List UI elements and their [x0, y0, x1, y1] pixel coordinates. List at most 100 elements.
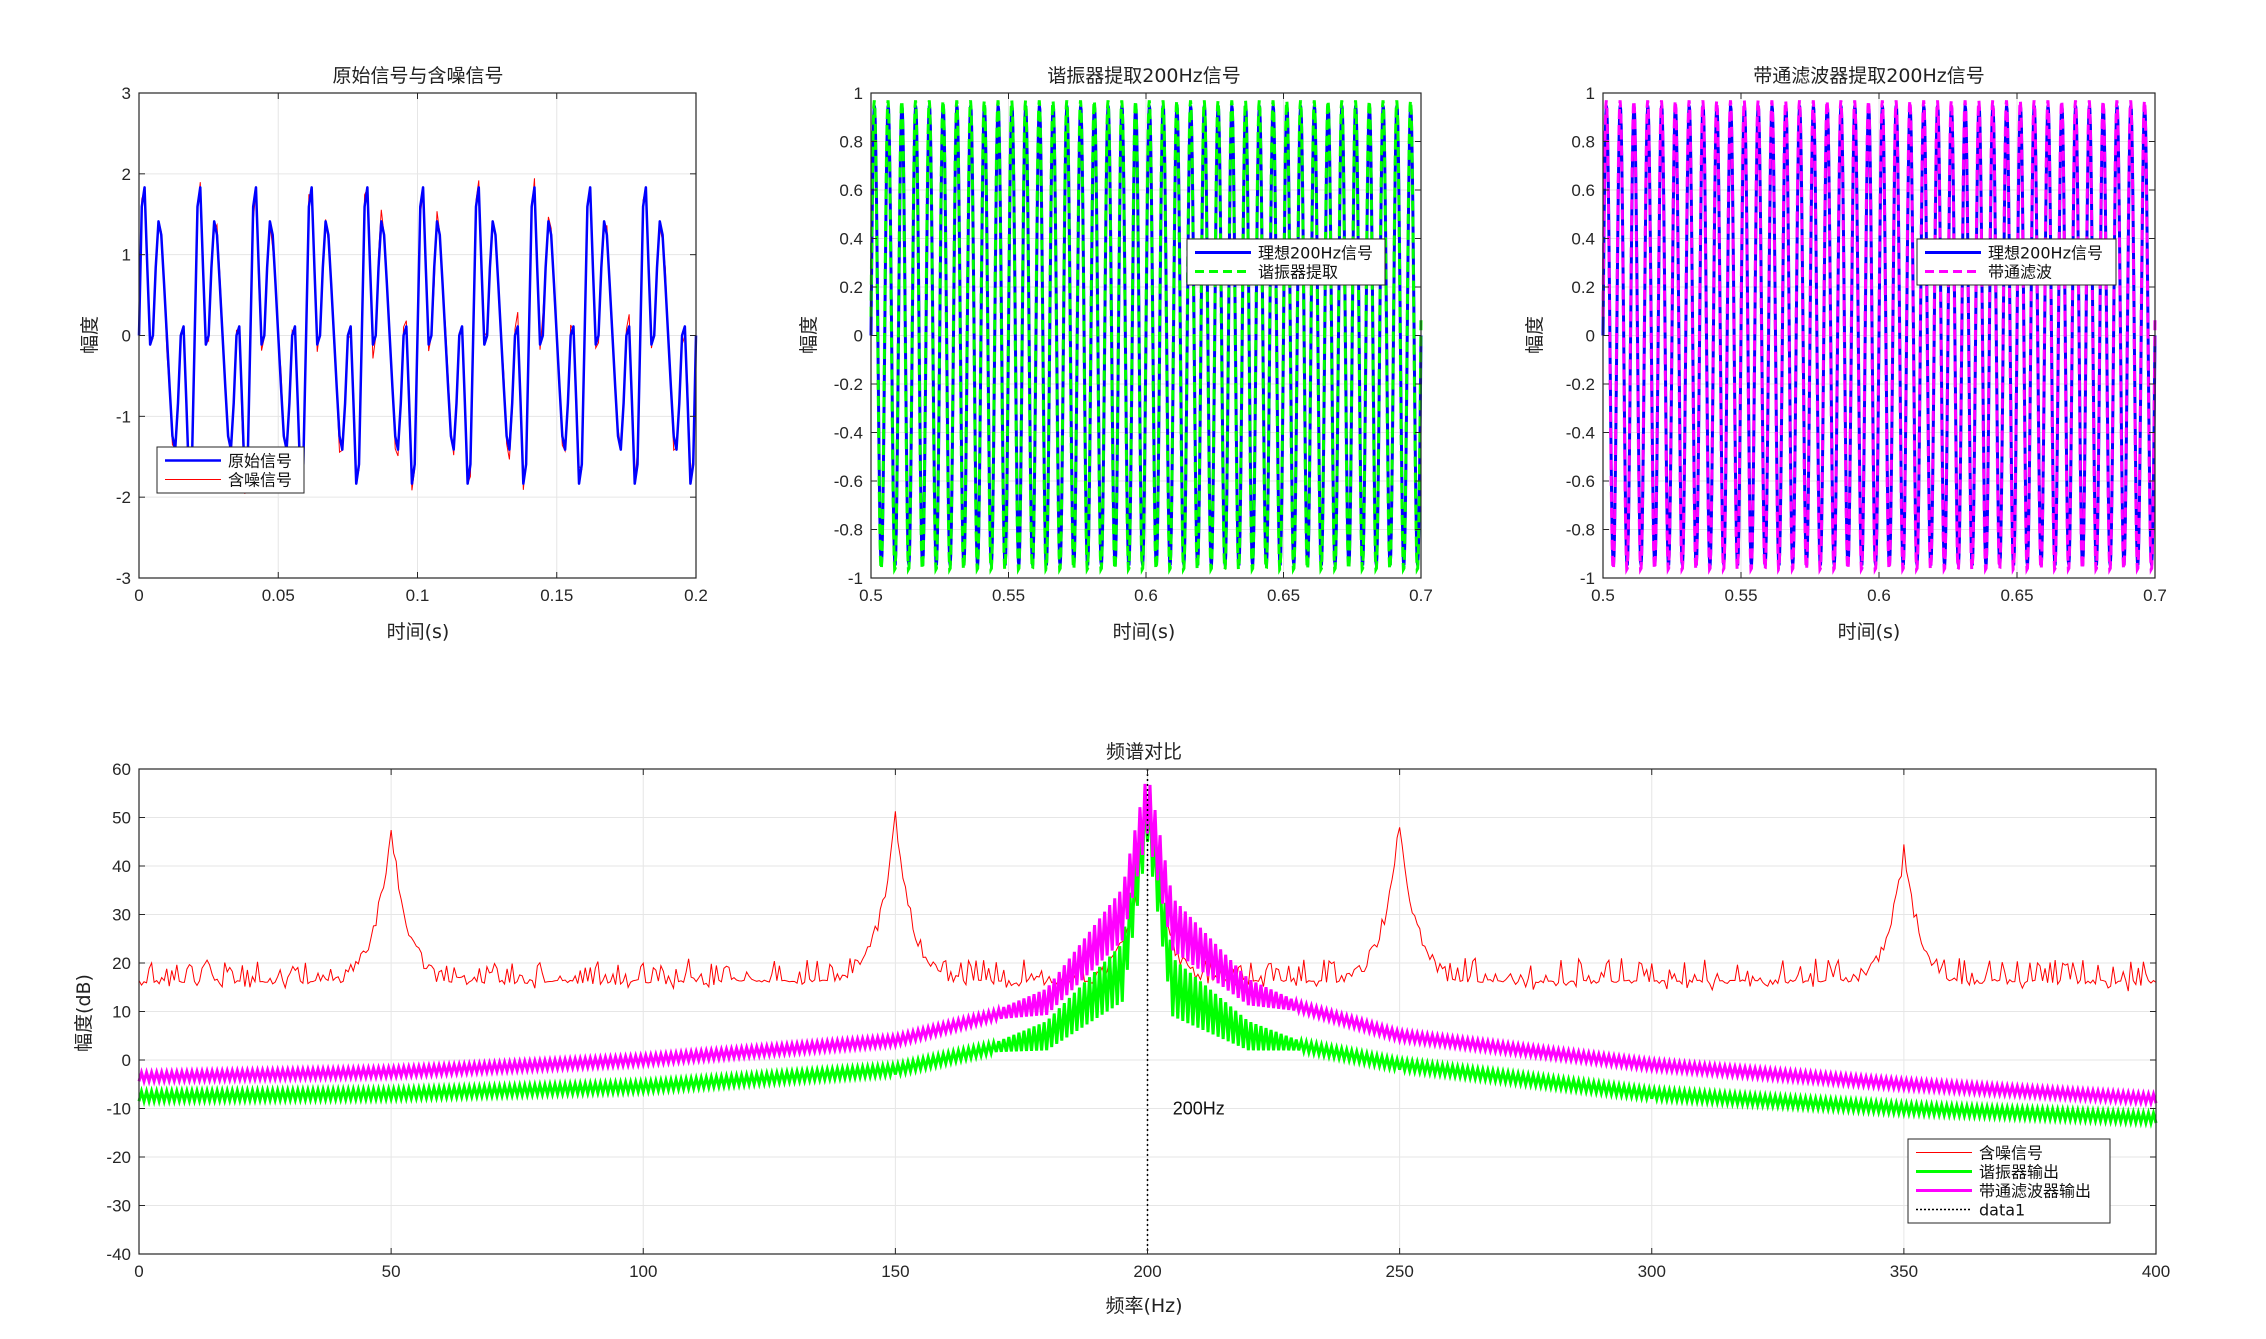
- y-tick-label: 0: [122, 327, 131, 346]
- legend-label: data1: [1979, 1201, 2025, 1220]
- x-tick-label: 100: [629, 1262, 657, 1281]
- y-tick-label: 1: [854, 84, 863, 103]
- x-tick-label: 400: [2142, 1262, 2170, 1281]
- legend-label: 含噪信号: [1979, 1144, 2043, 1163]
- x-tick-label: 0: [134, 1262, 143, 1281]
- y-tick-label: -0.8: [834, 521, 863, 540]
- x-tick-label: 0.6: [1134, 586, 1158, 605]
- series-resonator-spectrum: [137, 790, 2158, 1129]
- x-tick-label: 0.7: [2143, 586, 2167, 605]
- y-tick-label: 0.4: [839, 230, 863, 249]
- series-noisy-spectrum: [138, 802, 2157, 992]
- legend-label: 理想200Hz信号: [1258, 244, 1373, 263]
- y-tick-label: -1: [1580, 569, 1595, 588]
- legend-label: 原始信号: [228, 452, 292, 471]
- chart-title: 频谱对比: [1106, 741, 1182, 763]
- subplot-spectrum-comparison: 0 50 100 150 200 250 300 350 400 -40 -30 -20 -10 0 10 2…: [73, 741, 2170, 1317]
- legend-label: 带通滤波: [1988, 263, 2052, 282]
- y-tick-label: 0.2: [1571, 278, 1595, 297]
- y-tick-label: 40: [112, 857, 131, 876]
- x-tick-label: 0.1: [406, 586, 430, 605]
- chart-title: 原始信号与含噪信号: [332, 65, 503, 87]
- y-tick-label: -40: [106, 1245, 131, 1264]
- legend-label: 谐振器提取: [1258, 263, 1338, 282]
- y-tick-label: 1: [122, 246, 131, 265]
- y-tick-label: -0.4: [1566, 424, 1595, 443]
- y-tick-label: 0.6: [1571, 181, 1595, 200]
- y-tick-label: 0.8: [1571, 133, 1595, 152]
- subplot-resonator-extraction: 0.5 0.55 0.6 0.65 0.7 -1 -0.8 -0.6 -0.4 -0.2 0 0.2 0…: [798, 65, 1433, 643]
- x-tick-label: 150: [881, 1262, 909, 1281]
- series-bandpass-spectrum: [137, 783, 2158, 1109]
- y-tick-label: 0: [122, 1051, 131, 1070]
- x-tick-label: 250: [1385, 1262, 1413, 1281]
- y-tick-label: 0.4: [1571, 230, 1595, 249]
- y-tick-label: 3: [122, 84, 131, 103]
- x-axis-label: 时间(s): [1113, 621, 1176, 643]
- y-tick-label: 0.8: [839, 133, 863, 152]
- y-axis-label: 幅度: [798, 316, 820, 354]
- y-tick-label: 0.2: [839, 278, 863, 297]
- y-tick-label: -0.6: [834, 472, 863, 491]
- y-tick-label: -0.2: [834, 375, 863, 394]
- y-tick-label: -3: [116, 569, 131, 588]
- x-axis-label: 频率(Hz): [1105, 1295, 1182, 1317]
- y-axis-label: 幅度(dB): [73, 974, 95, 1052]
- y-tick-label: -0.4: [834, 424, 863, 443]
- y-tick-label: 2: [122, 165, 131, 184]
- chart-title: 带通滤波器提取200Hz信号: [1753, 65, 1985, 87]
- x-tick-label: 0.7: [1409, 586, 1433, 605]
- y-axis-label: 幅度: [79, 316, 101, 354]
- x-tick-label: 0.5: [859, 586, 883, 605]
- x-tick-label: 0: [134, 586, 143, 605]
- x-axis-label: 时间(s): [1838, 621, 1901, 643]
- y-tick-label: 30: [112, 906, 131, 925]
- x-tick-label: 0.05: [262, 586, 295, 605]
- x-tick-label: 50: [382, 1262, 401, 1281]
- y-tick-label: -0.6: [1566, 472, 1595, 491]
- x-tick-label: 0.55: [1724, 586, 1757, 605]
- legend-label: 含噪信号: [228, 471, 292, 490]
- y-tick-label: -1: [116, 407, 131, 426]
- legend-box: [1916, 238, 2117, 286]
- legend-label: 谐振器输出: [1979, 1163, 2059, 1182]
- x-tick-label: 0.5: [1591, 586, 1615, 605]
- y-tick-label: -1: [848, 569, 863, 588]
- y-tick-label: 60: [112, 760, 131, 779]
- y-tick-label: 20: [112, 954, 131, 973]
- y-tick-label: 1: [1586, 84, 1595, 103]
- chart-title: 谐振器提取200Hz信号: [1047, 65, 1241, 87]
- y-tick-label: -0.2: [1566, 375, 1595, 394]
- y-tick-label: 0: [854, 327, 863, 346]
- series-bandpass-output: [1601, 100, 2157, 575]
- x-axis-label: 时间(s): [387, 621, 450, 643]
- y-tick-label: 10: [112, 1003, 131, 1022]
- y-tick-label: -30: [106, 1197, 131, 1216]
- x-tick-label: 300: [1638, 1262, 1666, 1281]
- y-tick-label: -0.8: [1566, 521, 1595, 540]
- annotation-200hz: 200Hz: [1173, 1099, 1225, 1119]
- y-tick-label: 0.6: [839, 181, 863, 200]
- x-tick-label: 0.2: [684, 586, 708, 605]
- y-tick-label: 0: [1586, 327, 1595, 346]
- series-resonator-output: [869, 100, 1423, 575]
- x-tick-label: 0.65: [1267, 586, 1300, 605]
- series-original-signal: [137, 186, 698, 485]
- x-tick-label: 0.6: [1867, 586, 1891, 605]
- legend-label: 理想200Hz信号: [1988, 244, 2103, 263]
- y-tick-label: -2: [116, 488, 131, 507]
- x-tick-label: 0.65: [2000, 586, 2033, 605]
- y-tick-label: -10: [106, 1100, 131, 1119]
- x-tick-label: 0.15: [540, 586, 573, 605]
- legend-box: [156, 446, 305, 494]
- y-tick-label: -20: [106, 1148, 131, 1167]
- x-tick-label: 350: [1890, 1262, 1918, 1281]
- y-axis-label: 幅度: [1524, 316, 1546, 354]
- x-tick-label: 0.55: [992, 586, 1025, 605]
- y-tick-label: 50: [112, 809, 131, 828]
- legend-box: [1186, 238, 1386, 286]
- subplot-bandpass-extraction: 0.5 0.55 0.6 0.65 0.7 -1 -0.8 -0.6 -0.4 -0.2 0 0.2 0…: [1524, 65, 2167, 643]
- x-tick-label: 200: [1133, 1262, 1161, 1281]
